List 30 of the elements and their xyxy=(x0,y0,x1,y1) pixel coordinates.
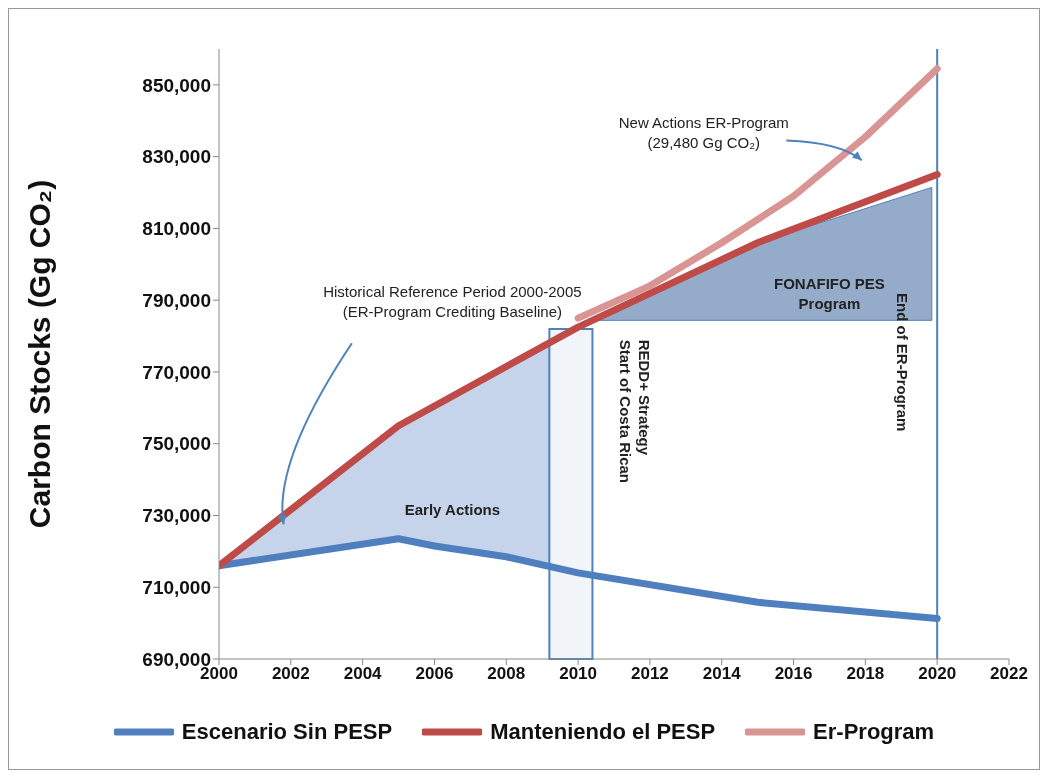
x-tick-label: 2010 xyxy=(559,664,597,684)
y-tick-label: 830,000 xyxy=(142,146,211,168)
annotation: New Actions ER-Program (29,480 Gg CO₂) xyxy=(618,113,789,151)
x-tick-label: 2014 xyxy=(702,664,742,684)
legend-label: Manteniendo el PESP xyxy=(490,719,716,745)
legend-label: Er-Program xyxy=(813,719,935,745)
y-tick-label: 850,000 xyxy=(142,74,211,96)
x-tick-label: 2018 xyxy=(846,664,885,684)
y-tick-label: 770,000 xyxy=(142,361,211,383)
x-tick-label: 2008 xyxy=(487,664,526,684)
y-tick-label: 790,000 xyxy=(142,289,211,311)
y-tick-label: 730,000 xyxy=(142,505,211,527)
y-tick-label: 750,000 xyxy=(142,433,211,455)
annotation: Historical Reference Period 2000-2005 (ER-Program Crediting Baseline) xyxy=(323,282,582,320)
y-axis-title: Carbon Stocks (Gg CO₂) xyxy=(22,179,56,529)
y-tick-label: 690,000 xyxy=(142,648,211,670)
x-tick-label: 2006 xyxy=(415,664,454,684)
x-tick-label: 2020 xyxy=(918,664,957,684)
band-label: Start of Costa Rican REDD+ Strategy xyxy=(617,339,654,484)
y-tick-label: 710,000 xyxy=(142,576,211,598)
x-tick-label: 2012 xyxy=(631,664,669,684)
x-tick-label: 2002 xyxy=(271,664,310,684)
x-tick-label: 2016 xyxy=(774,664,813,684)
annotation: Early Actions xyxy=(404,501,501,519)
ref-line-label: End of ER-Program xyxy=(894,293,912,432)
y-tick-label: 810,000 xyxy=(142,218,211,240)
x-tick-label: 2004 xyxy=(343,664,383,684)
x-tick-label: 2022 xyxy=(990,664,1028,684)
annotation: FONAFIFO PES Program xyxy=(774,275,885,313)
legend-label: Escenario Sin PESP xyxy=(181,719,393,745)
